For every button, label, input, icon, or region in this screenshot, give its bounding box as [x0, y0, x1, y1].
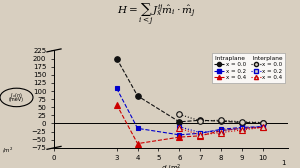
Legend: x = 0.0, x = 0.2, x = 0.4, x = 0.0, x = 0.2, x = 0.4: x = 0.0, x = 0.2, x = 0.4, x = 0.0, x = …	[212, 53, 285, 83]
Text: $H = \sum_{i<j} J_x^{ij} \hat{m}_i \cdot \hat{m}_j$: $H = \sum_{i<j} J_x^{ij} \hat{m}_i \cdot…	[116, 2, 196, 28]
X-axis label: $d$ /m$^2$: $d$ /m$^2$	[161, 163, 181, 168]
Text: /$m^2$: /$m^2$	[2, 145, 13, 155]
Text: (meV): (meV)	[9, 97, 24, 102]
Text: 1: 1	[282, 160, 286, 165]
Text: $J_x(n)$: $J_x(n)$	[10, 91, 23, 100]
